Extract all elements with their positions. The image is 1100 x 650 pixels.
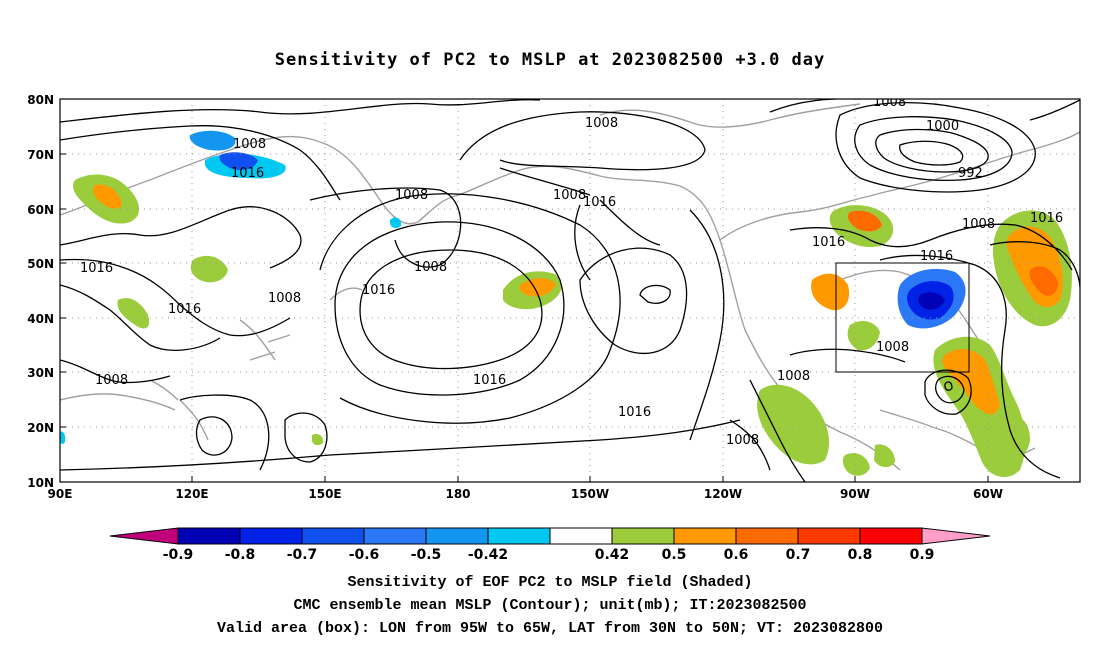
contour-label: 1008: [777, 369, 810, 384]
contour-label: 1016: [1030, 211, 1063, 226]
contour-label: 1016: [618, 405, 651, 420]
negative-region: [60, 130, 966, 445]
lat-tick-label: 60N: [27, 203, 54, 217]
colorbar-box: [859, 527, 923, 545]
colorbar-tick-label: -0.8: [225, 547, 256, 563]
lat-tick-label: 20N: [27, 421, 54, 435]
valid-area-box: [835, 262, 970, 373]
colorbar-tick-label: 0.9: [910, 547, 935, 563]
colorbar-box: [611, 527, 675, 545]
colorbar-box: [239, 527, 303, 545]
contour-label: 1016: [80, 261, 113, 276]
contour-label: 992: [958, 166, 983, 181]
caption-valid-area: Valid area (box): LON from 95W to 65W, L…: [216, 620, 884, 637]
colorbar-tick-label: -0.42: [468, 547, 508, 563]
colorbar-tick-label: -0.6: [349, 547, 380, 563]
colorbar-box: [177, 527, 241, 545]
colorbar-box: [797, 527, 861, 545]
colorbar-box: [487, 527, 551, 545]
colorbar: [109, 527, 991, 545]
chart-title: Sensitivity of PC2 to MSLP at 2023082500…: [274, 50, 826, 70]
lon-tick-label: 90W: [840, 487, 870, 501]
lon-tick-label: 90E: [48, 487, 73, 501]
colorbar-labels: -0.9 -0.8 -0.7 -0.6 -0.5 -0.42 0.42 0.5 0.6 0.7 0.…: [163, 547, 935, 563]
colorbar-tick-label: -0.5: [411, 547, 442, 563]
mslp-contours: [60, 99, 1080, 482]
sensitivity-shading: [60, 130, 1072, 477]
colorbar-tick-label: 0.42: [595, 547, 630, 563]
lat-tick-label: 30N: [27, 366, 54, 380]
lon-tick-label: 150E: [308, 487, 341, 501]
contour-label: 1008: [876, 340, 909, 355]
lat-tick-label: 80N: [27, 93, 54, 107]
colorbar-box: [673, 527, 737, 545]
colorbar-max-arrow: [921, 527, 991, 545]
contour-label: 1008: [395, 188, 428, 203]
lon-tick-label: 180: [445, 487, 470, 501]
gridlines: [60, 99, 1080, 482]
contour-label: 1008: [873, 95, 906, 110]
contour-label: 1016: [812, 235, 845, 250]
colorbar-tick-label: 0.7: [786, 547, 811, 563]
contour-label: 1016: [583, 195, 616, 210]
contour-label: 1016: [920, 249, 953, 264]
contour-label: 1008: [585, 116, 618, 131]
contour-label: 1000: [926, 119, 959, 134]
lat-tick-label: 50N: [27, 257, 54, 271]
lon-tick-label: 60W: [973, 487, 1003, 501]
colorbar-min-arrow: [109, 527, 179, 545]
contour-label: 1016: [473, 373, 506, 388]
colorbar-tick-label: 0.6: [724, 547, 749, 563]
colorbar-box: [735, 527, 799, 545]
contour-label: 1008: [95, 373, 128, 388]
contour-label: 1016: [362, 283, 395, 298]
lat-tick-label: 10N: [27, 476, 54, 490]
contour-label: 1008: [553, 188, 586, 203]
axis-ticks: [60, 98, 989, 482]
colorbar-tick-label: -0.9: [163, 547, 194, 563]
colorbar-tick-label: 0.8: [848, 547, 873, 563]
contour-label: 1008: [233, 137, 266, 152]
colorbar-box: [425, 527, 489, 545]
colorbar-box: [549, 527, 613, 545]
caption-shading: Sensitivity of EOF PC2 to MSLP field (Sh…: [347, 574, 753, 591]
contour-label: 1008: [414, 260, 447, 275]
map-frame: [59, 98, 1081, 483]
contour-label: 1008: [962, 217, 995, 232]
contour-label: 1008: [268, 291, 301, 306]
lat-tick-label: 40N: [27, 312, 54, 326]
colorbar-tick-label: 0.5: [662, 547, 687, 563]
contour-label: 1016: [231, 166, 264, 181]
lon-tick-label: 120E: [175, 487, 208, 501]
colorbar-box: [363, 527, 427, 545]
lon-tick-label: 120W: [704, 487, 742, 501]
caption-contour: CMC ensemble mean MSLP (Contour); unit(m…: [293, 597, 807, 614]
colorbar-tick-label: -0.7: [287, 547, 318, 563]
lon-tick-label: 150W: [571, 487, 609, 501]
colorbar-box: [301, 527, 365, 545]
contour-label: 1016: [168, 302, 201, 317]
contour-label: 1008: [726, 433, 759, 448]
lat-tick-label: 70N: [27, 148, 54, 162]
